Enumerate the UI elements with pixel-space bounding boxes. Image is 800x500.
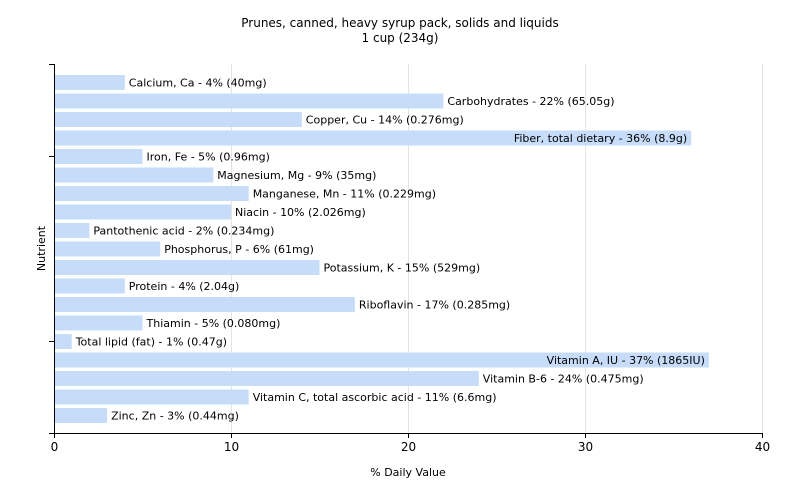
bar <box>55 112 302 127</box>
bar-label: Niacin - 10% (2.026mg) <box>235 206 366 219</box>
bar <box>55 297 355 312</box>
bar <box>55 260 320 275</box>
bar <box>55 130 692 146</box>
bar <box>55 75 125 90</box>
bar <box>55 371 479 386</box>
bar <box>55 93 444 109</box>
x-tick-label: 10 <box>224 440 239 454</box>
bar <box>55 278 125 294</box>
bar <box>55 149 143 164</box>
bar-label: Pantothenic acid - 2% (0.234mg) <box>93 225 274 238</box>
bar-label: Protein - 4% (2.04g) <box>129 280 240 293</box>
bar-label: Copper, Cu - 14% (0.276mg) <box>306 114 464 127</box>
y-axis-label: Nutrient <box>35 225 48 271</box>
bar-label: Vitamin A, IU - 37% (1865IU) <box>547 354 705 367</box>
bar-label: Carbohydrates - 22% (65.05g) <box>447 95 614 108</box>
bar-label: Potassium, K - 15% (529mg) <box>324 262 481 275</box>
bar-label: Magnesium, Mg - 9% (35mg) <box>217 169 376 182</box>
bar <box>55 223 90 238</box>
bar-label: Iron, Fe - 5% (0.96mg) <box>147 151 270 164</box>
bar-label: Vitamin C, total ascorbic acid - 11% (6.… <box>253 391 497 404</box>
x-tick-label: 30 <box>578 440 593 454</box>
bar <box>55 167 214 183</box>
bar <box>55 315 143 331</box>
x-axis-label: % Daily Value <box>370 466 446 479</box>
chart-title: Prunes, canned, heavy syrup pack, solids… <box>241 16 559 30</box>
bar-label: Zinc, Zn - 3% (0.44mg) <box>111 410 239 423</box>
x-tick-label: 20 <box>401 440 416 454</box>
bar-label: Thiamin - 5% (0.080mg) <box>146 317 281 330</box>
bar <box>55 389 249 405</box>
bar-label: Fiber, total dietary - 36% (8.9g) <box>514 132 687 145</box>
bar-label: Total lipid (fat) - 1% (0.47g) <box>75 336 227 349</box>
x-tick-label: 0 <box>51 440 59 454</box>
bar-label: Manganese, Mn - 11% (0.229mg) <box>253 188 436 201</box>
chart-subtitle: 1 cup (234g) <box>361 31 439 45</box>
bar <box>55 352 709 368</box>
bar <box>55 204 231 220</box>
bar <box>55 408 108 423</box>
bar <box>55 186 249 201</box>
bar-label: Phosphorus, P - 6% (61mg) <box>164 243 314 256</box>
bar-label: Vitamin B-6 - 24% (0.475mg) <box>483 373 644 386</box>
bar <box>55 334 72 349</box>
bar-label: Calcium, Ca - 4% (40mg) <box>129 77 267 90</box>
bar-label: Riboflavin - 17% (0.285mg) <box>359 299 510 312</box>
bar <box>55 241 161 257</box>
x-tick-label: 40 <box>755 440 770 454</box>
